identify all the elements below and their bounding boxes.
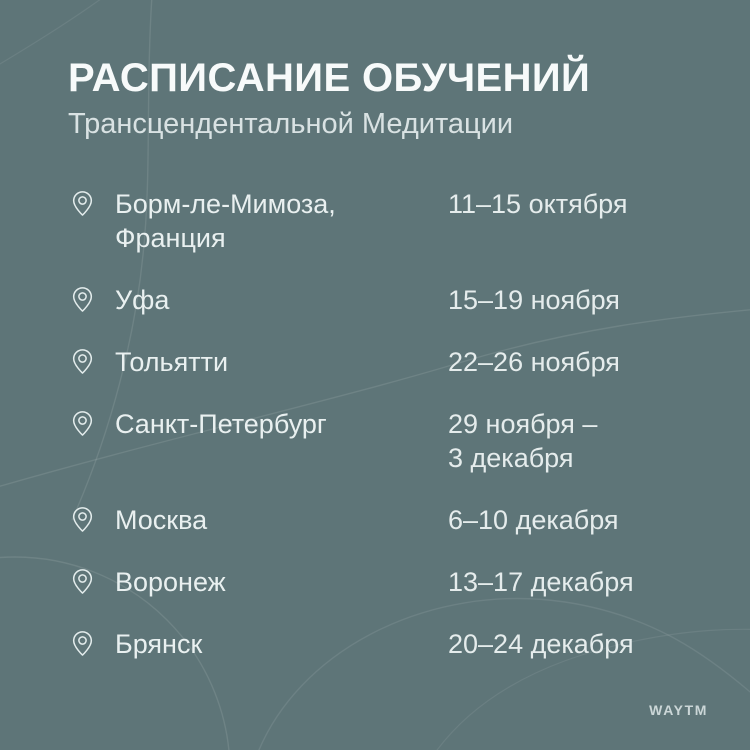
location-pin-icon bbox=[68, 187, 115, 218]
location-pin-icon bbox=[68, 345, 115, 376]
location-pin-icon bbox=[68, 283, 115, 314]
schedule-location: Санкт-Петербург bbox=[115, 408, 327, 439]
schedule-dates: 20–24 декабря bbox=[448, 628, 634, 659]
schedule-row: Тольятти 22–26 ноября bbox=[68, 345, 710, 379]
schedule-row: Борм-ле-Мимоза, Франция 11–15 октября bbox=[68, 187, 710, 255]
poster-content: РАСПИСАНИЕ ОБУЧЕНИЙ Трансцендентальной М… bbox=[68, 56, 710, 661]
location-pin-icon bbox=[68, 407, 115, 438]
page-subtitle: Трансцендентальной Медитации bbox=[68, 107, 514, 140]
schedule-dates: 11–15 октября bbox=[448, 188, 628, 219]
schedule-location: Брянск bbox=[115, 628, 203, 659]
schedule-dates: 22–26 ноября bbox=[448, 346, 620, 377]
schedule-row: Воронеж 13–17 декабря bbox=[68, 565, 710, 599]
schedule-location: Уфа bbox=[115, 284, 170, 315]
schedule-dates: 15–19 ноября bbox=[448, 284, 620, 315]
schedule-list: Борм-ле-Мимоза, Франция 11–15 октября Уф… bbox=[68, 187, 710, 661]
location-pin-icon bbox=[68, 503, 115, 534]
schedule-location: Борм-ле-Мимоза, Франция bbox=[115, 188, 336, 253]
location-pin-icon bbox=[68, 565, 115, 596]
schedule-dates: 13–17 декабря bbox=[448, 566, 634, 597]
schedule-location: Воронеж bbox=[115, 566, 226, 597]
brand-logo-text: WAYTM bbox=[649, 702, 708, 718]
schedule-location: Москва bbox=[115, 504, 208, 535]
schedule-row: Москва 6–10 декабря bbox=[68, 503, 710, 537]
page-title: РАСПИСАНИЕ ОБУЧЕНИЙ bbox=[68, 56, 591, 100]
schedule-row: Брянск 20–24 декабря bbox=[68, 627, 710, 661]
schedule-row: Санкт-Петербург 29 ноября – 3 декабря bbox=[68, 407, 710, 475]
schedule-location: Тольятти bbox=[115, 346, 229, 377]
schedule-row: Уфа 15–19 ноября bbox=[68, 283, 710, 317]
schedule-dates: 29 ноября – 3 декабря bbox=[448, 408, 598, 473]
schedule-dates: 6–10 декабря bbox=[448, 504, 619, 535]
location-pin-icon bbox=[68, 627, 115, 658]
